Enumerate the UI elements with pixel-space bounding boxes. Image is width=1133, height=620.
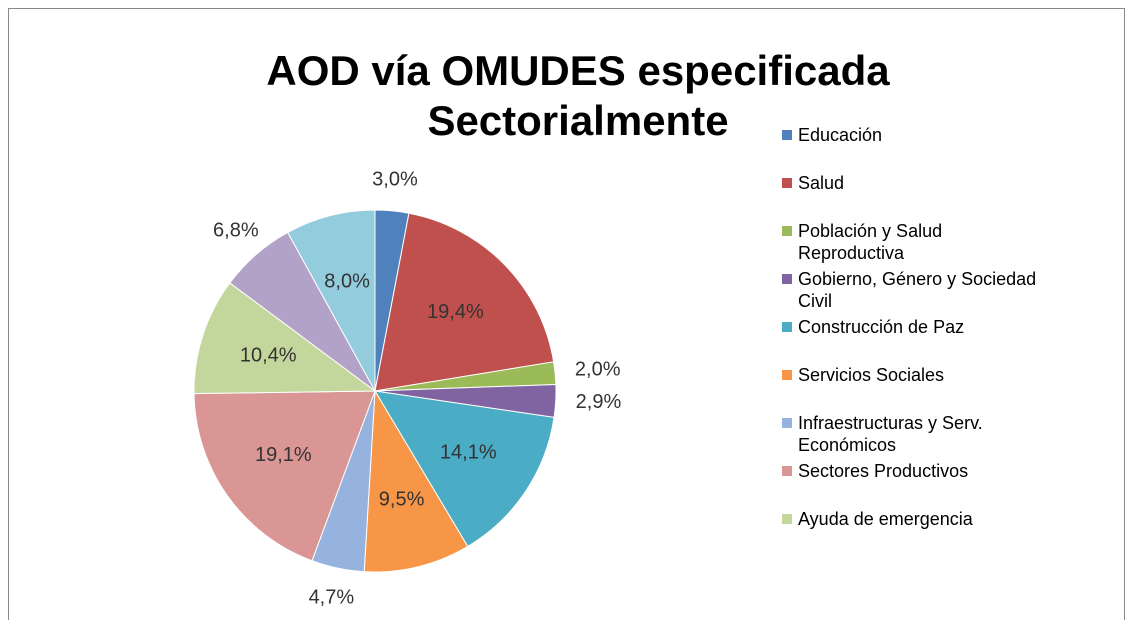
data-label: 2,9% bbox=[576, 391, 622, 413]
legend-swatch bbox=[782, 130, 792, 140]
chart-border bbox=[8, 8, 1125, 620]
legend-swatch bbox=[782, 466, 792, 476]
data-label: 2,0% bbox=[575, 358, 621, 380]
chart-title: AOD vía OMUDES especificada bbox=[266, 47, 890, 94]
legend-label: Población y Salud Reproductiva bbox=[798, 221, 943, 263]
legend-swatch bbox=[782, 226, 792, 236]
legend-swatch bbox=[782, 370, 792, 380]
legend-item: Sectores Productivos bbox=[782, 460, 1038, 482]
legend-item: Infraestructuras y Serv. Económicos bbox=[782, 412, 1038, 456]
legend-swatch bbox=[782, 274, 792, 284]
legend-swatch bbox=[782, 514, 792, 524]
legend-item: Ayuda de emergencia bbox=[782, 508, 1038, 530]
legend-item: Educación bbox=[782, 124, 1038, 146]
data-label: 19,4% bbox=[427, 301, 484, 323]
legend-item: Construcción de Paz bbox=[782, 316, 1038, 338]
data-label: 19,1% bbox=[255, 444, 312, 466]
data-label: 10,4% bbox=[240, 345, 297, 367]
pie-slice bbox=[193, 390, 376, 562]
legend-label: Ayuda de emergencia bbox=[798, 509, 973, 529]
chart-title: Sectorialmente bbox=[427, 97, 728, 144]
legend-label: Servicios Sociales bbox=[798, 365, 945, 385]
legend-label: Infraestructuras y Serv. Económicos bbox=[798, 413, 983, 455]
data-label: 8,0% bbox=[324, 271, 370, 293]
legend-swatch bbox=[782, 178, 792, 188]
pie-slice bbox=[374, 390, 555, 548]
legend-label: Gobierno, Género y Sociedad Civil bbox=[798, 269, 1037, 311]
legend-item: Población y Salud Reproductiva bbox=[782, 220, 1038, 264]
legend-swatch bbox=[782, 418, 792, 428]
legend-label: Sectores Productivos bbox=[798, 461, 969, 481]
legend-item: Gobierno, Género y Sociedad Civil bbox=[782, 268, 1038, 312]
legend-label: Salud bbox=[798, 173, 845, 193]
data-label: 4,7% bbox=[309, 587, 355, 609]
data-label: 14,1% bbox=[440, 442, 497, 464]
legend-item: Salud bbox=[782, 172, 1038, 194]
pie-slice bbox=[374, 212, 555, 392]
data-label: 6,8% bbox=[213, 220, 259, 242]
data-label: 9,5% bbox=[379, 488, 425, 510]
legend-swatch bbox=[782, 322, 792, 332]
legend-label: Construcción de Paz bbox=[798, 317, 965, 337]
legend-item: Servicios Sociales bbox=[782, 364, 1038, 386]
legend-label: Educación bbox=[798, 125, 883, 145]
data-label: 3,0% bbox=[372, 168, 418, 190]
pie-slice bbox=[363, 389, 469, 573]
pie-slice bbox=[193, 282, 377, 395]
pie-slice bbox=[287, 209, 376, 392]
